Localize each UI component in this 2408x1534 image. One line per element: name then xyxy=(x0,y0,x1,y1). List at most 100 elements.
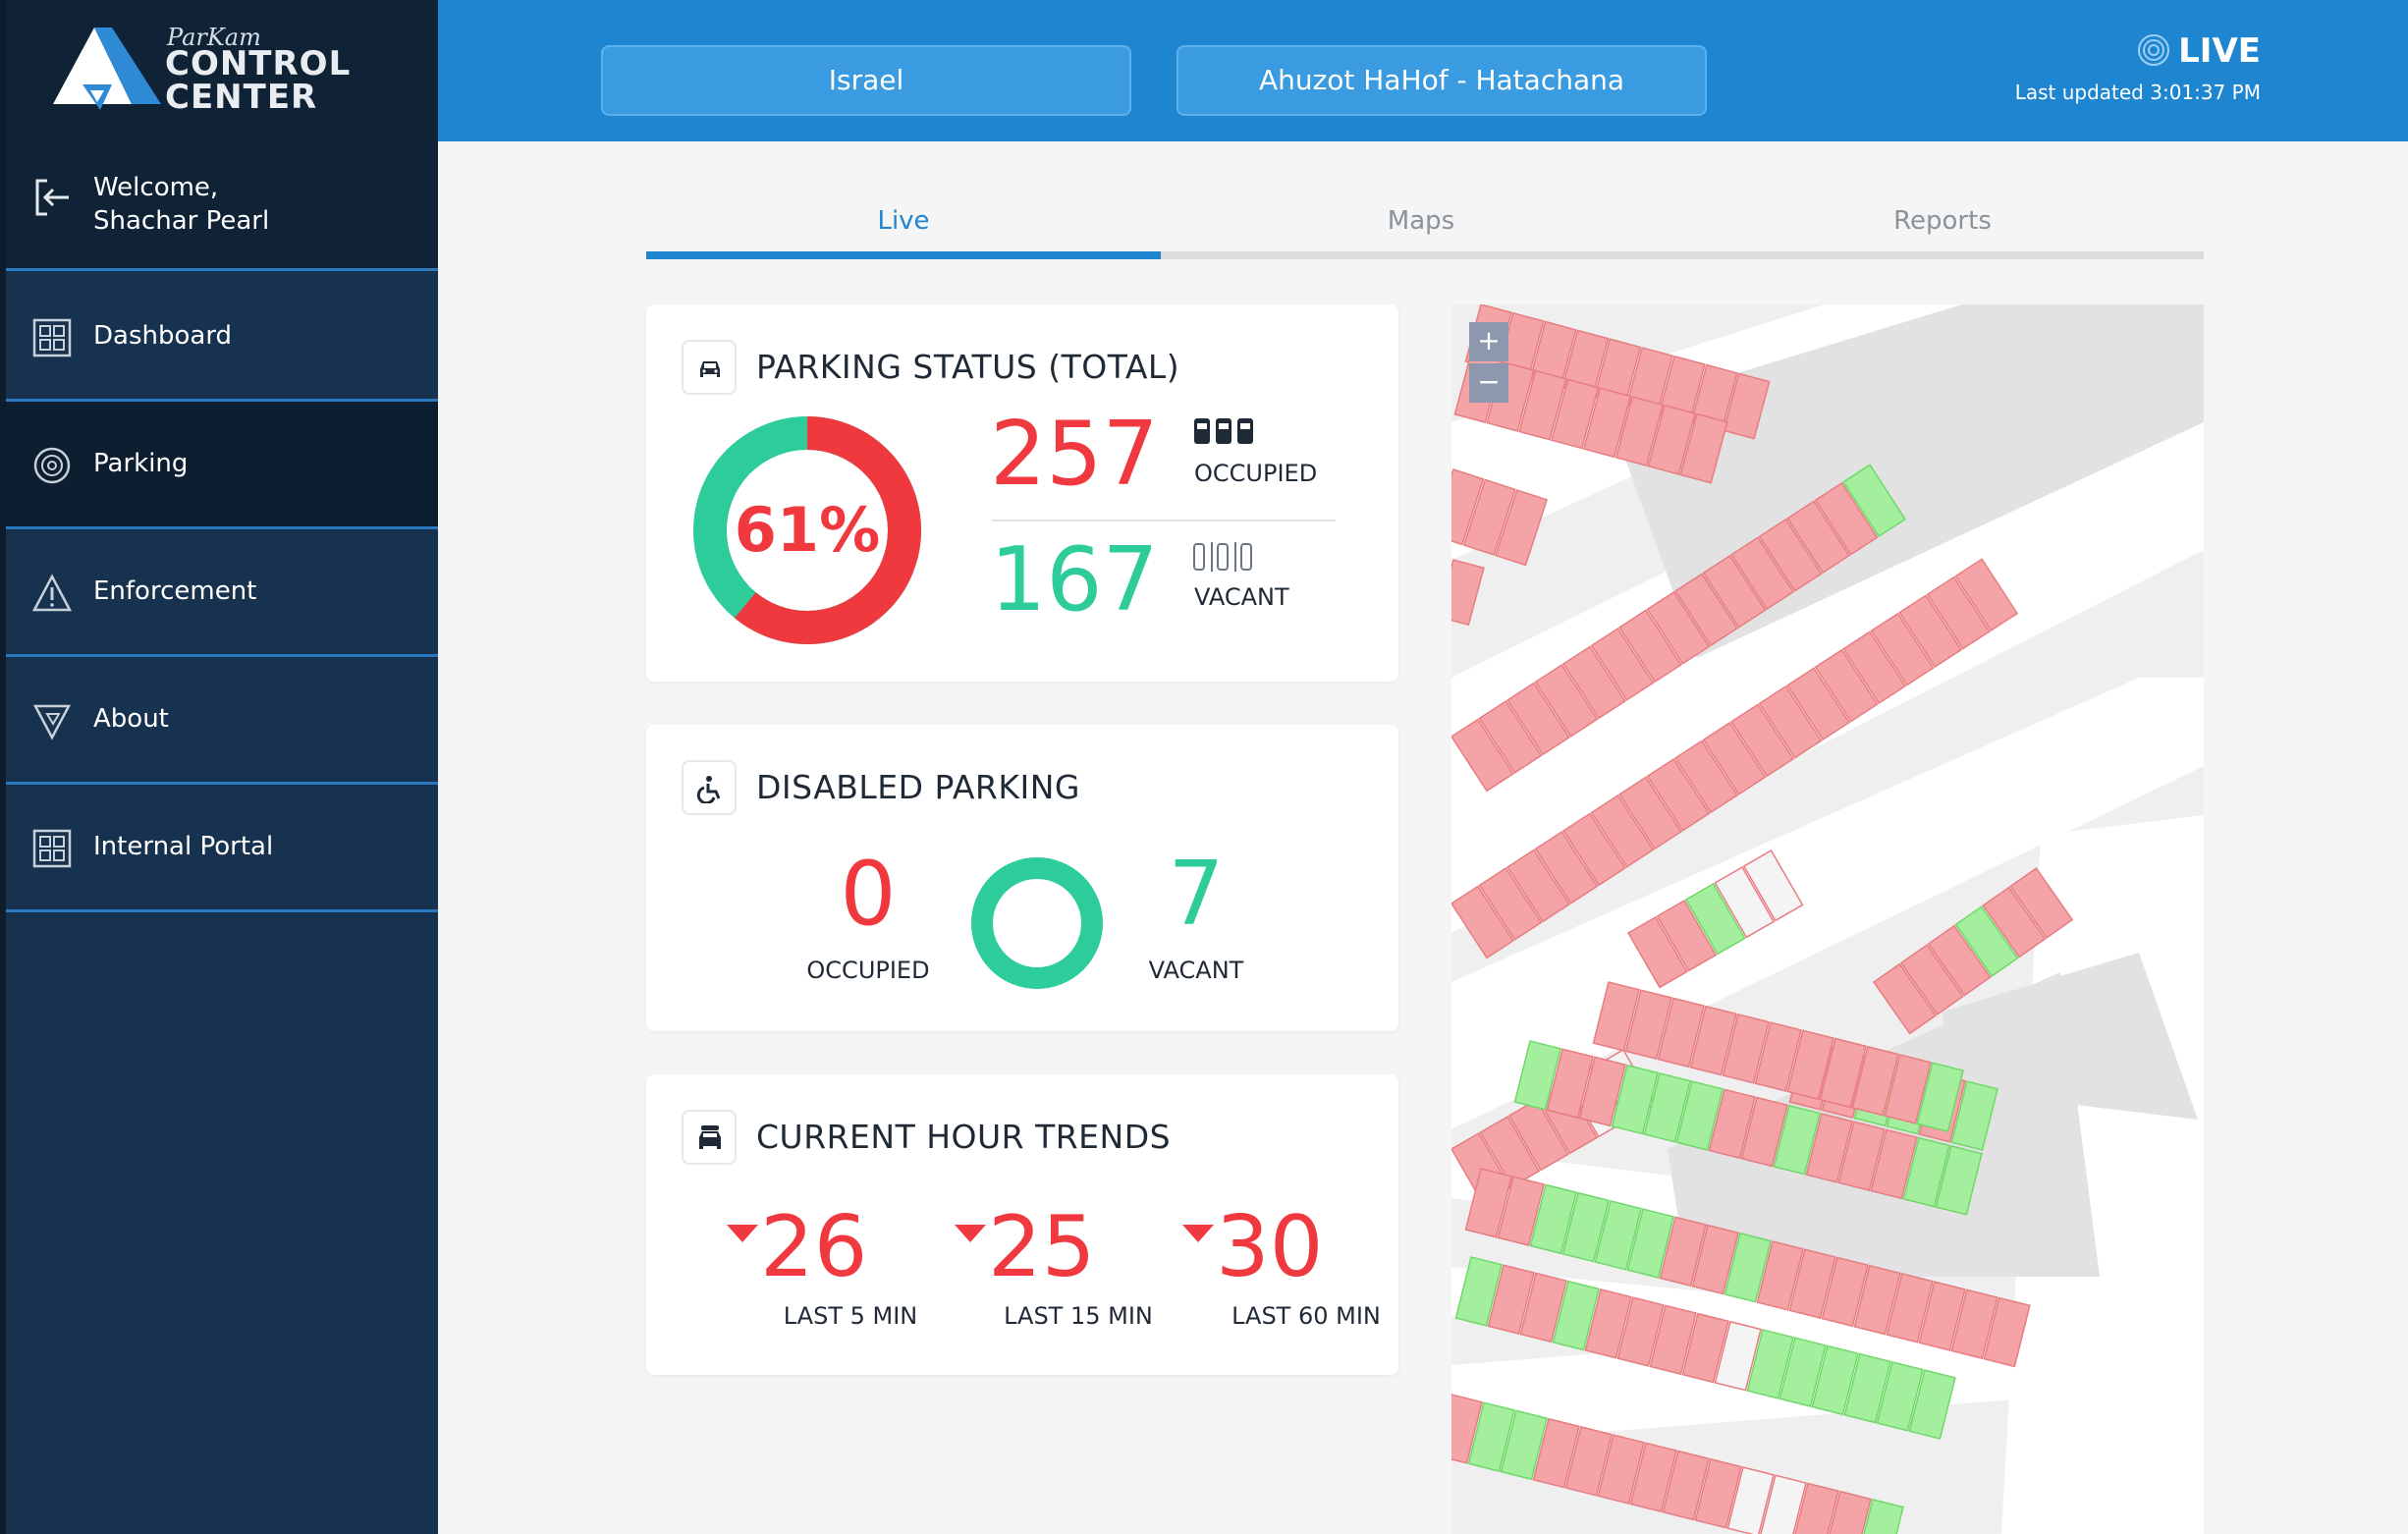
parking-spot[interactable] xyxy=(1851,1045,1899,1117)
parking-spot[interactable] xyxy=(1814,648,1879,723)
parking-spot[interactable] xyxy=(1786,1029,1834,1101)
parking-spot[interactable] xyxy=(1918,1281,1966,1351)
parking-spot[interactable] xyxy=(1624,989,1672,1060)
parking-spot[interactable] xyxy=(1926,575,1991,650)
parking-spot[interactable] xyxy=(1674,573,1738,647)
sidebar-item-internal-portal[interactable]: Internal Portal xyxy=(6,785,438,912)
parking-spot[interactable] xyxy=(1662,1450,1710,1521)
zoom-out-button[interactable]: − xyxy=(1469,363,1508,403)
parking-spot[interactable] xyxy=(1870,612,1935,686)
parking-spot[interactable] xyxy=(1551,378,1600,450)
parking-spot[interactable] xyxy=(1950,1080,1998,1151)
parking-spot[interactable] xyxy=(1626,1208,1674,1279)
parking-spot[interactable] xyxy=(1722,1013,1770,1084)
parking-spot[interactable] xyxy=(1908,1369,1956,1440)
parking-spot[interactable] xyxy=(1724,1232,1772,1303)
parking-spot[interactable] xyxy=(1500,1409,1548,1481)
parking-spot[interactable] xyxy=(1837,1121,1886,1192)
parking-spot[interactable] xyxy=(1497,1176,1545,1246)
parking-spot[interactable] xyxy=(1691,1224,1739,1295)
parking-spot[interactable] xyxy=(1916,1062,1964,1133)
parking-spot[interactable] xyxy=(1714,1320,1762,1392)
welcome-logout[interactable]: Welcome, Shachar Pearl xyxy=(6,134,438,271)
parking-spot[interactable] xyxy=(1681,1312,1729,1384)
site-selector[interactable]: Ahuzot HaHof - Hatachana xyxy=(1177,45,1707,116)
zoom-in-button[interactable]: + xyxy=(1469,322,1508,361)
parking-spot[interactable] xyxy=(1824,1490,1872,1534)
parking-spot[interactable] xyxy=(1902,1136,1950,1208)
parking-spot[interactable] xyxy=(1726,1466,1775,1534)
parking-spot[interactable] xyxy=(1814,481,1879,556)
parking-spot[interactable] xyxy=(1786,500,1850,575)
parking-spot[interactable] xyxy=(1899,944,1964,1015)
parking-spot[interactable] xyxy=(1479,1115,1541,1188)
parking-spot[interactable] xyxy=(1495,489,1549,567)
parking-spot[interactable] xyxy=(1759,1474,1807,1534)
parking-spot[interactable] xyxy=(1451,559,1485,627)
parking-spot[interactable] xyxy=(1872,962,1937,1035)
parking-spot[interactable] xyxy=(1754,1021,1802,1092)
parking-spot[interactable] xyxy=(1584,1287,1632,1359)
parking-spot[interactable] xyxy=(1534,830,1599,904)
parking-spot[interactable] xyxy=(1730,536,1794,611)
parking-spot[interactable] xyxy=(1656,899,1718,972)
parking-spot[interactable] xyxy=(1702,554,1767,629)
map-canvas[interactable] xyxy=(1451,304,2204,1534)
parking-spot[interactable] xyxy=(1819,1037,1867,1109)
parking-spot[interactable] xyxy=(1954,558,2019,632)
parking-spot[interactable] xyxy=(1746,1329,1794,1399)
parking-spot[interactable] xyxy=(1616,1296,1665,1367)
parking-spot[interactable] xyxy=(1592,981,1640,1052)
parking-spot[interactable] xyxy=(1884,1054,1932,1124)
parking-spot[interactable] xyxy=(1462,478,1516,556)
parking-spot[interactable] xyxy=(1451,885,1514,959)
parking-spot[interactable] xyxy=(1478,700,1543,774)
parking-spot[interactable] xyxy=(1646,757,1711,832)
sidebar-item-about[interactable]: About xyxy=(6,657,438,785)
parking-spot[interactable] xyxy=(1657,997,1705,1068)
parking-spot[interactable] xyxy=(1935,1145,1983,1216)
tab-reports[interactable]: Reports xyxy=(1681,196,2204,259)
parking-spot[interactable] xyxy=(1643,1071,1691,1143)
parking-spot[interactable] xyxy=(1689,1005,1737,1076)
parking-spot[interactable] xyxy=(1853,1264,1901,1336)
parking-spot[interactable] xyxy=(1451,1394,1483,1464)
parking-spot[interactable] xyxy=(1561,1191,1610,1263)
parking-spot[interactable] xyxy=(1454,1256,1503,1327)
parking-spot[interactable] xyxy=(1954,905,2019,977)
parking-spot[interactable] xyxy=(1467,1401,1515,1472)
parking-spot[interactable] xyxy=(1546,1048,1594,1119)
parking-spot[interactable] xyxy=(1842,630,1907,705)
parking-spot[interactable] xyxy=(1590,794,1655,868)
parking-spot[interactable] xyxy=(1513,1040,1561,1111)
parking-spot[interactable] xyxy=(1679,412,1728,484)
parking-spot[interactable] xyxy=(1562,812,1626,887)
parking-spot[interactable] xyxy=(1505,682,1570,756)
sidebar-item-parking[interactable]: Parking xyxy=(6,402,438,529)
parking-spot[interactable] xyxy=(1647,404,1696,475)
sidebar-item-enforcement[interactable]: Enforcement xyxy=(6,529,438,657)
parking-spot[interactable] xyxy=(1487,1264,1535,1335)
parking-spot[interactable] xyxy=(1562,645,1626,720)
parking-spot[interactable] xyxy=(1629,1442,1677,1513)
parking-spot[interactable] xyxy=(1730,703,1794,778)
parking-spot[interactable] xyxy=(1519,1272,1567,1343)
parking-spot[interactable] xyxy=(1779,1337,1827,1408)
parking-spot[interactable] xyxy=(1876,1361,1924,1432)
parking-spot[interactable] xyxy=(1791,1482,1839,1534)
parking-spot[interactable] xyxy=(1582,387,1632,459)
tab-live[interactable]: Live xyxy=(646,196,1161,259)
parking-spot[interactable] xyxy=(1684,882,1746,956)
parking-spot[interactable] xyxy=(1614,396,1665,467)
parking-spot[interactable] xyxy=(1694,1457,1742,1529)
parking-map[interactable]: + − xyxy=(1451,304,2204,1534)
parking-spot[interactable] xyxy=(1478,867,1543,941)
parking-spot[interactable] xyxy=(1898,594,1963,669)
parking-spot[interactable] xyxy=(1649,1304,1697,1376)
parking-spot[interactable] xyxy=(1675,1080,1724,1151)
parking-spot[interactable] xyxy=(1714,865,1776,939)
parking-spot[interactable] xyxy=(1529,1183,1577,1255)
parking-spot[interactable] xyxy=(1578,1056,1626,1127)
parking-spot[interactable] xyxy=(1843,1352,1891,1424)
parking-spot[interactable] xyxy=(1505,849,1570,923)
